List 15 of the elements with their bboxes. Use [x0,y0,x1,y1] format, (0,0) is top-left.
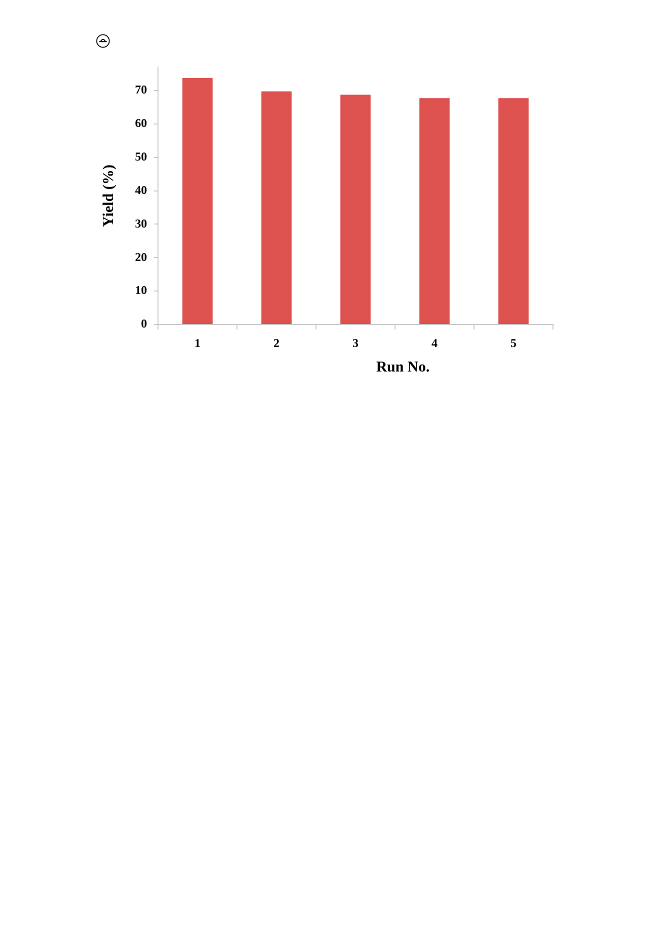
y-tick-label: 50 [135,149,147,164]
x-tick-label: 5 [510,336,516,350]
x-tick-label: 2 [274,336,280,350]
y-tick-label: 70 [135,82,147,97]
y-tick-label: 40 [135,182,147,197]
x-tick-label: 1 [194,336,200,350]
y-tick-label: 20 [135,250,147,264]
x-tick-label: 3 [352,336,358,350]
y-tick-label: 0 [141,316,147,331]
x-tick-label: 4 [432,336,438,350]
y-tick-label: 30 [135,216,147,230]
x-axis-title: Run No. [376,359,430,376]
y-tick-label: 60 [135,116,147,130]
y-tick-label: 10 [135,283,147,298]
y-axis-title: Yield (%) [100,164,117,227]
